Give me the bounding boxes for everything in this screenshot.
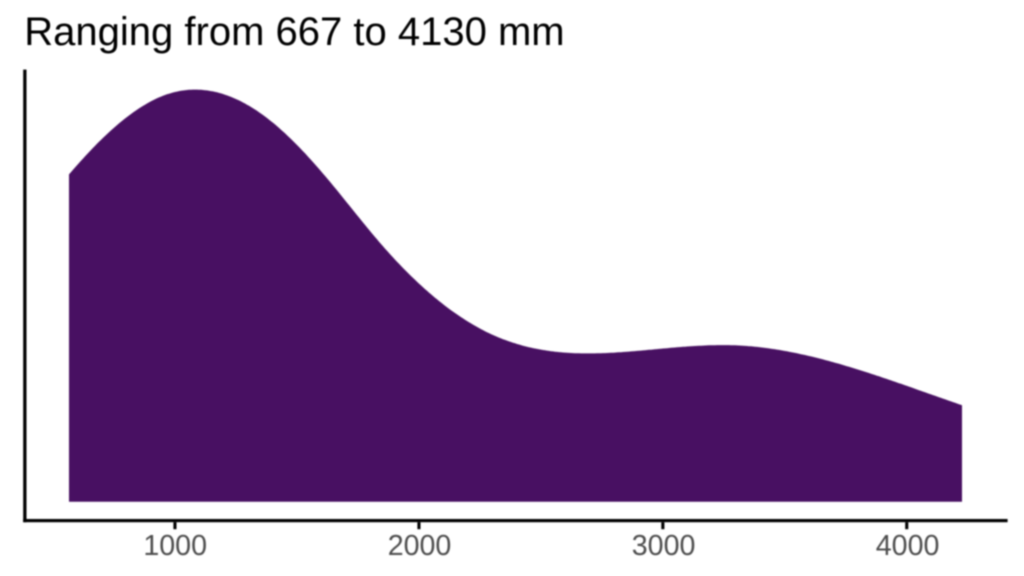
svg-text:1000: 1000 xyxy=(143,530,207,562)
svg-text:2000: 2000 xyxy=(388,530,452,562)
svg-text:Ranging from 667 to 4130 mm: Ranging from 667 to 4130 mm xyxy=(24,10,564,54)
svg-text:3000: 3000 xyxy=(632,530,696,562)
svg-text:4000: 4000 xyxy=(876,530,940,562)
